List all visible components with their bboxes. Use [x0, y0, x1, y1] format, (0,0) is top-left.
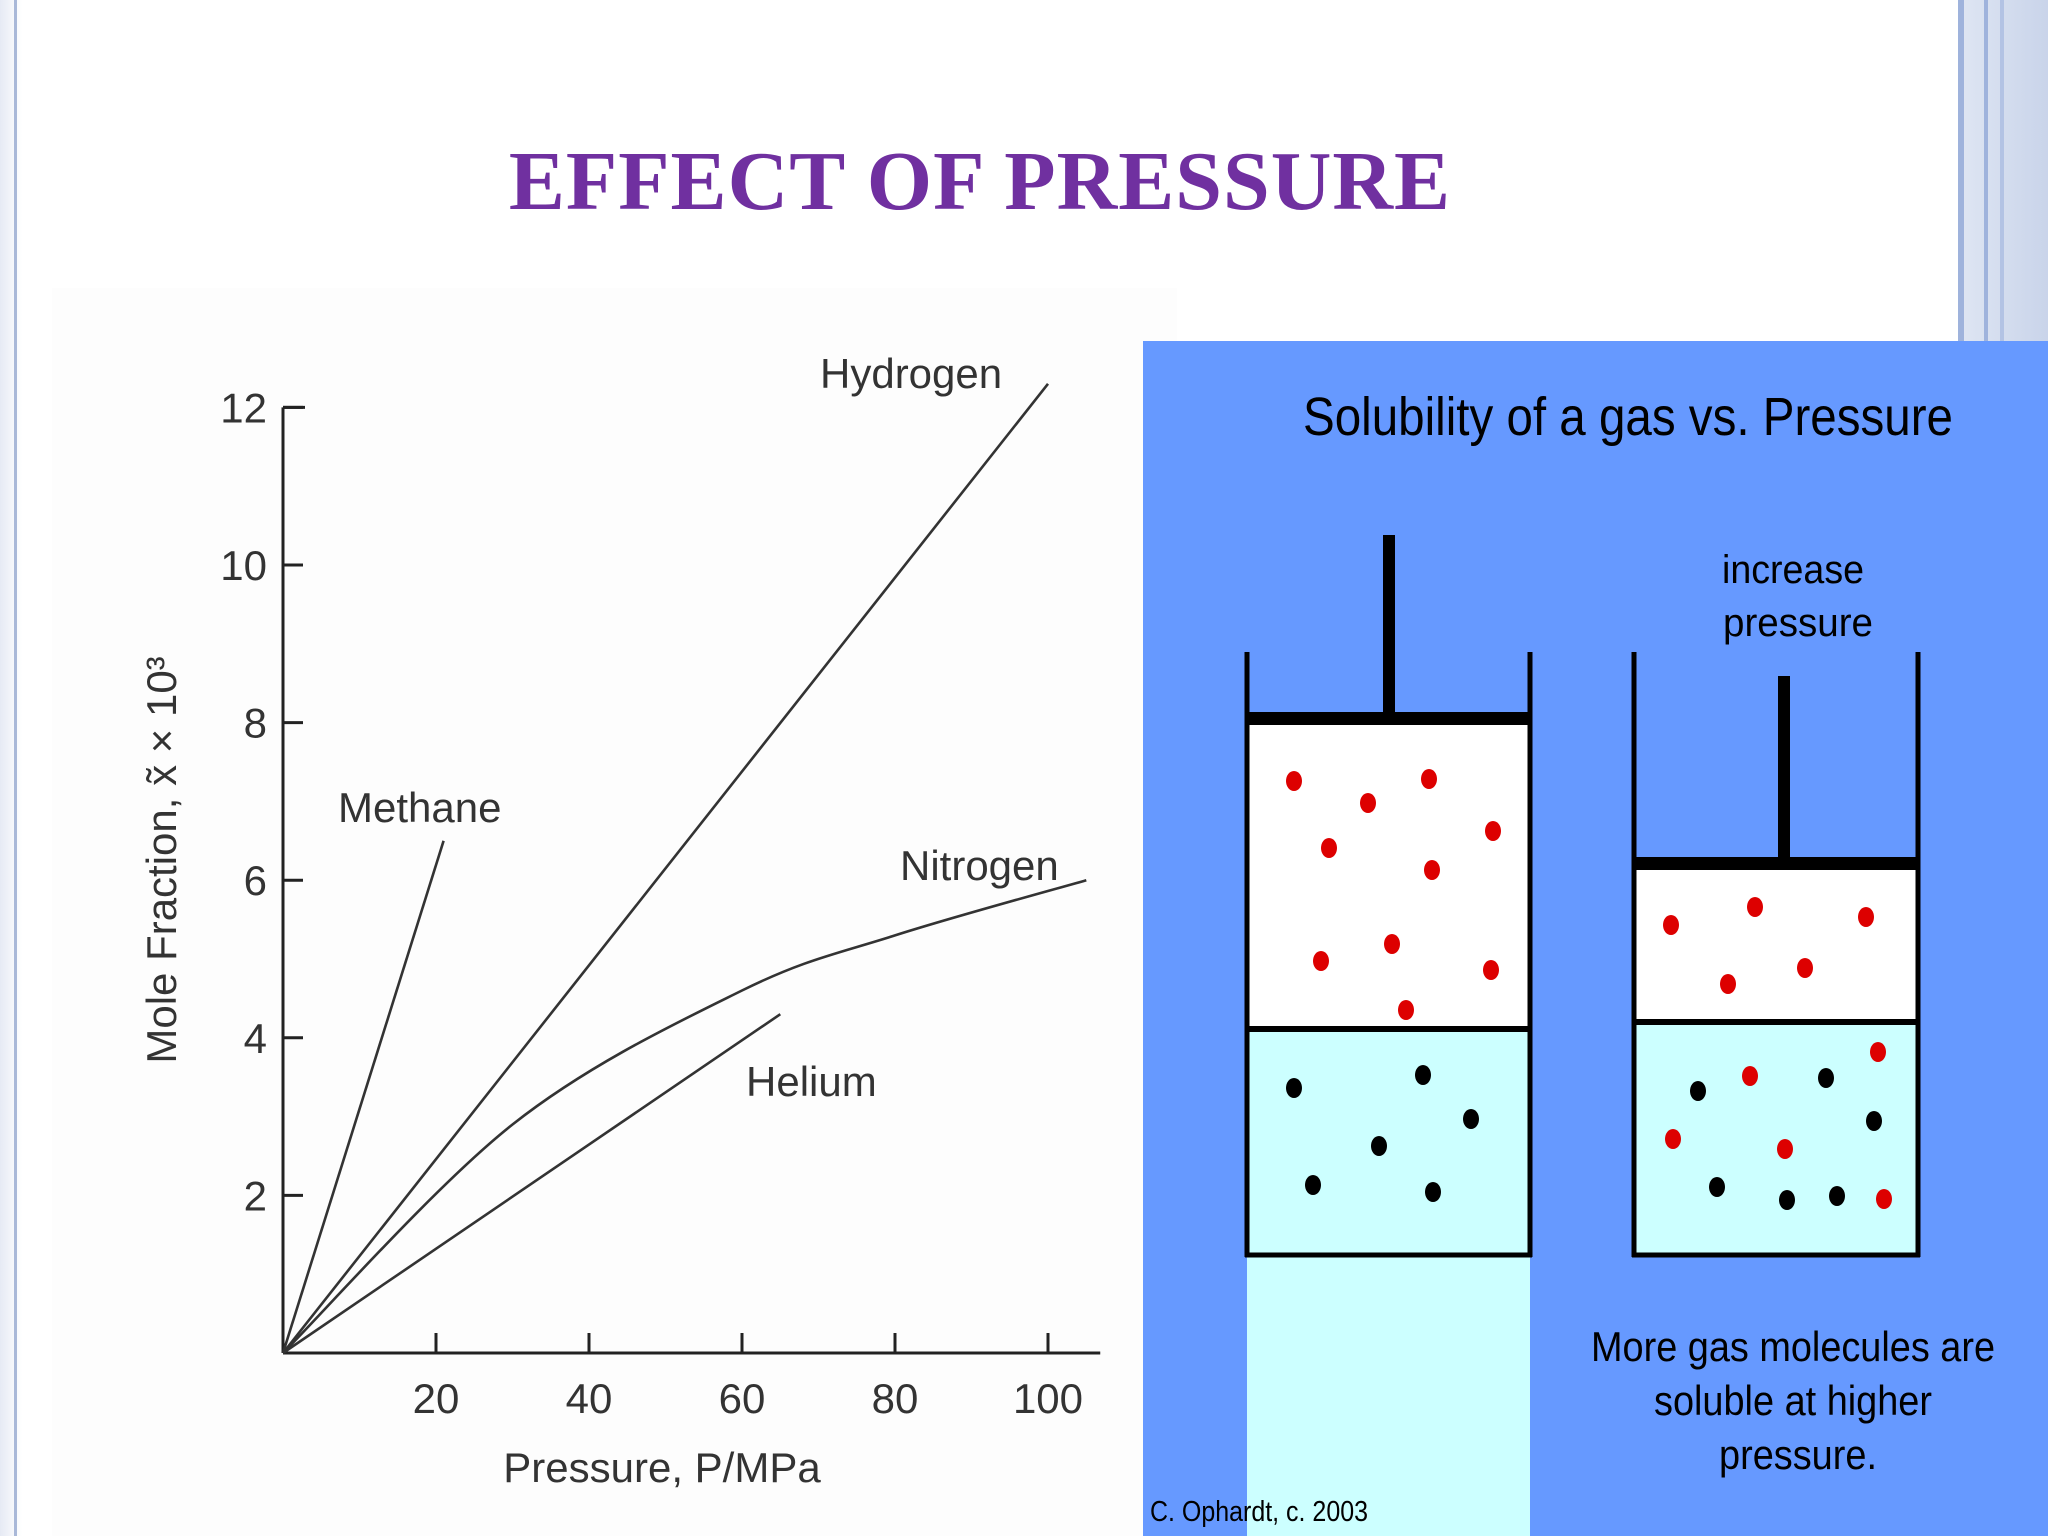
- x-tick-label: 80: [872, 1375, 919, 1422]
- annotation-line-2: pressure: [1723, 601, 1873, 645]
- gas-molecule: [1876, 1189, 1892, 1209]
- x-tick-label: 60: [719, 1375, 766, 1422]
- gas-molecule: [1398, 1000, 1414, 1020]
- solubility-line-chart: 2 4 6 8 10 12 20 40 60 80 100 Pressure, P/MPa Mole…: [138, 350, 1101, 1491]
- gas-molecule: [1747, 897, 1763, 917]
- dissolved-molecule: [1779, 1190, 1795, 1210]
- low-pressure-container: [1244, 535, 1533, 1536]
- piston: [1634, 857, 1920, 870]
- piston-rod: [1383, 535, 1395, 717]
- slide-title: EFFECT OF PRESSURE: [508, 135, 1452, 228]
- gas-molecule: [1360, 793, 1376, 813]
- solubility-diagram: Solubility of a gas vs. Pressure increas…: [1150, 387, 1995, 1536]
- gas-molecule: [1384, 934, 1400, 954]
- piston-rod: [1778, 676, 1790, 857]
- caption-line-1: More gas molecules are: [1591, 1323, 1995, 1370]
- dissolved-molecule: [1286, 1078, 1302, 1098]
- gas-molecule: [1665, 1129, 1681, 1149]
- gas-molecule: [1421, 769, 1437, 789]
- y-tick-label: 10: [220, 542, 267, 589]
- dissolved-molecule: [1709, 1177, 1725, 1197]
- high-pressure-container: [1631, 652, 1921, 1258]
- caption-line-2: soluble at higher: [1654, 1377, 1932, 1424]
- credit: C. Ophardt, c. 2003: [1150, 1496, 1368, 1528]
- chart-axes: 2 4 6 8 10 12 20 40 60 80 100: [220, 384, 1101, 1422]
- y-tick-label: 8: [244, 700, 267, 747]
- gas-molecule: [1485, 821, 1501, 841]
- gas-molecule: [1286, 771, 1302, 791]
- gas-molecule: [1321, 838, 1337, 858]
- chart-text: Pressure, P/MPa Mole Fraction, x̃ × 10³ …: [138, 350, 1059, 1491]
- dissolved-molecule: [1818, 1068, 1834, 1088]
- gas-molecule: [1313, 951, 1329, 971]
- gas-molecule: [1663, 915, 1679, 935]
- x-axis-label: Pressure, P/MPa: [503, 1444, 821, 1491]
- series-line-methane: [281, 840, 445, 1354]
- gas-molecule: [1720, 974, 1736, 994]
- gas-molecule: [1483, 960, 1499, 980]
- gas-molecule: [1858, 907, 1874, 927]
- molecules: [1286, 769, 1892, 1210]
- x-tick-label: 40: [566, 1375, 613, 1422]
- gas-molecule: [1870, 1042, 1886, 1062]
- series-label-nitrogen: Nitrogen: [900, 842, 1059, 889]
- series-label-helium: Helium: [746, 1058, 877, 1105]
- annotation-line-1: increase: [1722, 548, 1864, 592]
- gas-molecule: [1777, 1139, 1793, 1159]
- series-line-nitrogen: [282, 878, 1087, 1354]
- series-line-hydrogen: [281, 382, 1050, 1354]
- dissolved-molecule: [1371, 1136, 1387, 1156]
- series-label-methane: Methane: [338, 784, 501, 831]
- y-tick-label: 12: [220, 384, 267, 431]
- chart-series: [281, 382, 1087, 1355]
- y-tick-label: 4: [244, 1015, 267, 1062]
- dissolved-molecule: [1463, 1109, 1479, 1129]
- series-label-hydrogen: Hydrogen: [820, 350, 1002, 397]
- gas-molecule: [1797, 958, 1813, 978]
- piston: [1247, 712, 1530, 725]
- chart-panel: [52, 288, 1177, 1536]
- x-tick-label: 100: [1013, 1375, 1083, 1422]
- diagram-heading: Solubility of a gas vs. Pressure: [1303, 387, 1953, 447]
- gas-space: [1247, 722, 1530, 1027]
- series-line-helium: [282, 1013, 782, 1355]
- y-axis-label: Mole Fraction, x̃ × 10³: [138, 656, 185, 1063]
- x-tick-label: 20: [413, 1375, 460, 1422]
- gas-molecule: [1424, 860, 1440, 880]
- dissolved-molecule: [1425, 1182, 1441, 1202]
- y-tick-label: 6: [244, 857, 267, 904]
- gas-molecule: [1742, 1066, 1758, 1086]
- liquid: [1634, 1022, 1918, 1257]
- dissolved-molecule: [1866, 1111, 1882, 1131]
- dissolved-molecule: [1415, 1065, 1431, 1085]
- dissolved-molecule: [1690, 1081, 1706, 1101]
- caption-line-3: pressure.: [1719, 1431, 1877, 1478]
- dissolved-molecule: [1829, 1186, 1845, 1206]
- liquid: [1247, 1027, 1530, 1536]
- dissolved-molecule: [1305, 1175, 1321, 1195]
- left-edge-line: [14, 0, 17, 1536]
- y-tick-label: 2: [244, 1172, 267, 1219]
- gas-space: [1634, 862, 1918, 1022]
